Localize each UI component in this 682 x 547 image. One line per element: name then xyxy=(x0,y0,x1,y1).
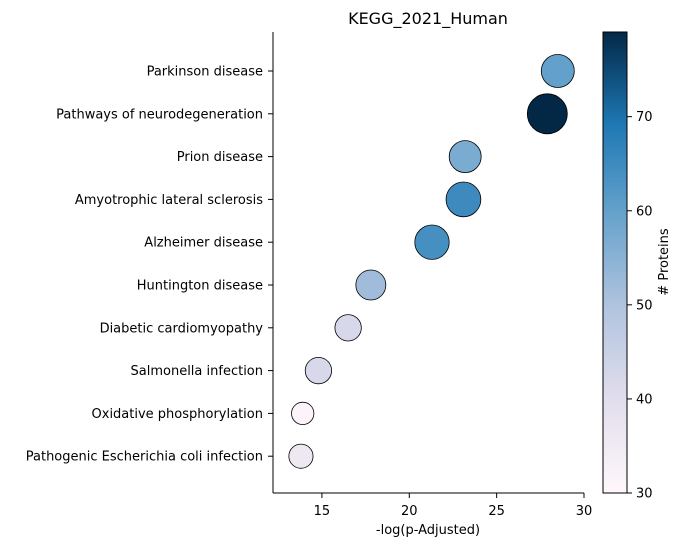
y-tick-label: Huntington disease xyxy=(137,279,263,294)
y-tick-label: Prion disease xyxy=(177,150,263,165)
bubble-point xyxy=(334,314,362,342)
bubble-point xyxy=(445,181,482,218)
colorbar-tick-group: 30 40 50 60 70 xyxy=(627,110,653,502)
x-tick-group: 15 20 25 30 xyxy=(314,493,593,519)
x-tick-label: 25 xyxy=(488,504,505,519)
y-tick-label: Diabetic cardiomyopathy xyxy=(100,321,264,336)
bubble-point xyxy=(540,54,575,88)
y-tick-label: Alzheimer disease xyxy=(144,236,263,251)
x-tick-label: 30 xyxy=(576,504,593,519)
bubble-point xyxy=(448,140,482,174)
y-tick-label: Pathogenic Escherichia coli infection xyxy=(26,450,263,465)
colorbar-tick-label: 70 xyxy=(636,110,653,125)
bubble-point xyxy=(288,443,314,469)
colorbar-gradient xyxy=(602,31,628,494)
colorbar-tick-label: 30 xyxy=(636,487,653,502)
bubble-point xyxy=(526,93,568,135)
y-tick-label: Parkinson disease xyxy=(147,65,263,80)
y-tick-label: Pathways of neurodegeneration xyxy=(56,107,263,122)
colorbar: 30 40 50 60 70 # Proteins xyxy=(602,31,672,502)
bubble-point xyxy=(414,224,450,260)
x-tick-label: 15 xyxy=(314,504,331,519)
bubble-point xyxy=(304,356,333,385)
y-tick-label: Amyotrophic lateral sclerosis xyxy=(75,193,263,208)
colorbar-tick-label: 60 xyxy=(636,204,653,219)
bubble-point xyxy=(355,269,387,301)
plot-area: Parkinson disease Pathways of neurodegene… xyxy=(26,32,593,519)
y-tick-label: Salmonella infection xyxy=(131,364,263,379)
x-axis-label: -log(p-Adjusted) xyxy=(376,523,480,538)
y-tick-group: Parkinson disease Pathways of neurodegene… xyxy=(26,65,273,465)
x-tick-label: 20 xyxy=(401,504,418,519)
colorbar-tick-label: 40 xyxy=(636,392,653,407)
bubble-group xyxy=(288,54,575,469)
bubble-point xyxy=(291,401,315,425)
y-tick-label: Oxidative phosphorylation xyxy=(92,407,263,422)
chart-title: KEGG_2021_Human xyxy=(348,9,508,29)
colorbar-tick-label: 50 xyxy=(636,298,653,313)
colorbar-label: # Proteins xyxy=(657,228,672,296)
